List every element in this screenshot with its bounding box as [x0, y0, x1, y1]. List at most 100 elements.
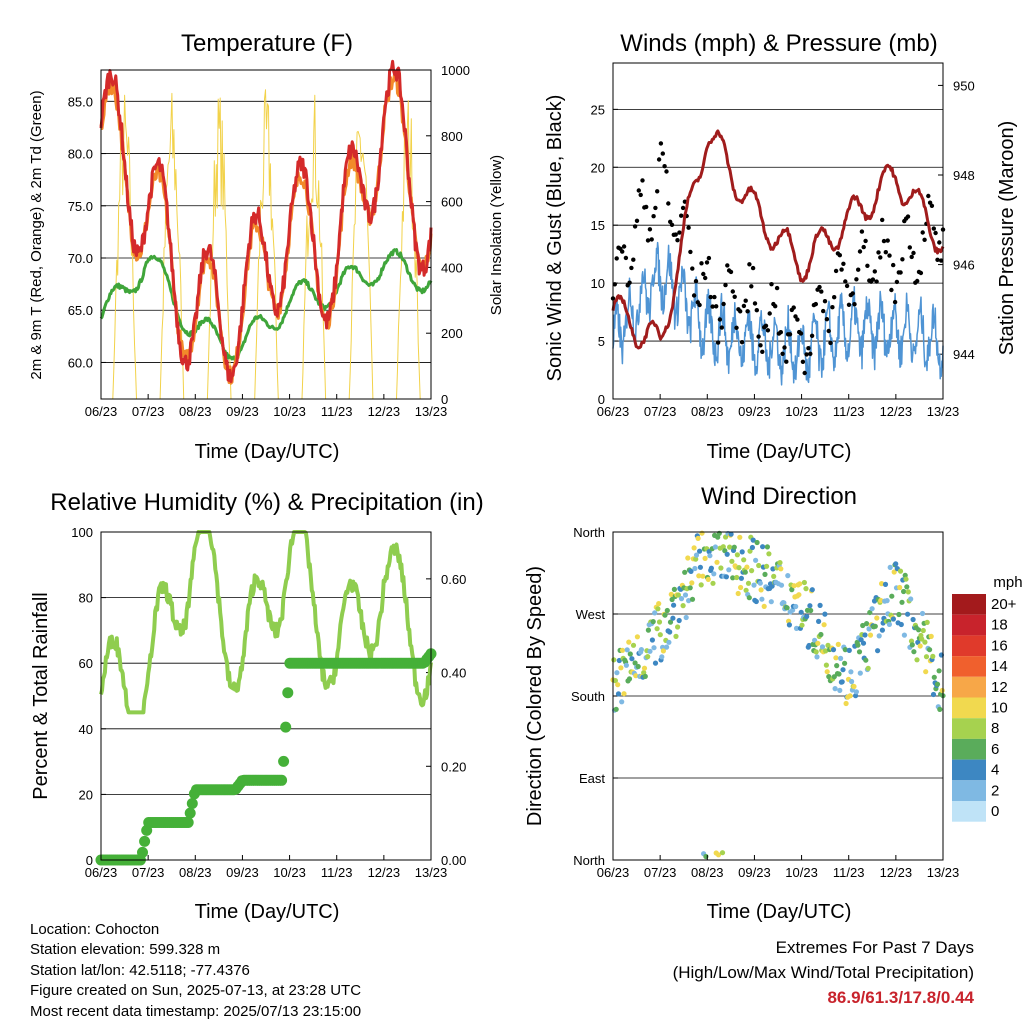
x-tick-label: 12/23 [880, 865, 913, 880]
direction-point [815, 640, 821, 646]
gust-point [723, 282, 728, 288]
direction-point [715, 534, 721, 540]
station-elevation: Station elevation: 599.328 m [30, 941, 221, 959]
direction-point [905, 611, 911, 617]
gust-point [872, 269, 877, 274]
legend-label: 0 [991, 803, 999, 820]
direction-point [651, 645, 657, 651]
station-latlon: Station lat/lon: 42.5118; -77.4376 [30, 961, 250, 979]
x-tick-label: 08/23 [691, 404, 724, 419]
gust-point [813, 301, 818, 307]
gust-point [741, 303, 747, 309]
legend-swatch [952, 801, 986, 822]
direction-point [695, 535, 701, 542]
gust-point [821, 308, 826, 314]
direction-point [664, 607, 670, 614]
direction-point [736, 565, 742, 571]
gust-point [664, 169, 669, 174]
direction-point [922, 639, 928, 645]
gust-point [763, 323, 769, 328]
gust-point [669, 222, 675, 227]
plot-frame [100, 69, 432, 400]
gust-point [653, 205, 658, 211]
x-tick-label: 09/23 [738, 865, 771, 880]
direction-point [621, 691, 627, 697]
direction-point [739, 549, 745, 555]
gust-point [738, 309, 743, 314]
gust-point [634, 218, 640, 223]
gust-point [778, 330, 783, 335]
direction-point [790, 607, 796, 613]
gust-point [638, 192, 643, 198]
direction-point [919, 636, 925, 642]
legend-swatch [952, 656, 986, 677]
x-tick-label: 10/23 [273, 404, 306, 419]
direction-point [884, 598, 890, 604]
direction-point [793, 625, 800, 632]
direction-point [629, 656, 635, 662]
gust-point [701, 271, 706, 277]
y-tick-label: 80 [79, 591, 93, 606]
direction-point [734, 574, 740, 581]
direction-point [855, 642, 861, 648]
gust-point [865, 263, 870, 268]
x-tick-label: 10/23 [785, 865, 818, 880]
y-tick-label: 25 [591, 102, 605, 117]
direction-point [893, 561, 899, 567]
direction-point [846, 647, 852, 654]
gust-point [929, 203, 935, 208]
gust-point [795, 317, 800, 322]
direction-point [824, 669, 830, 675]
direction-point [650, 619, 656, 625]
direction-point [879, 627, 886, 633]
direction-point [700, 573, 706, 579]
temperature-panel: Temperature (F) Time (Day/UTC) 2m & 9m T… [28, 30, 505, 463]
x-tick-label: 06/23 [597, 865, 630, 880]
direction-point [835, 641, 841, 648]
direction-point [804, 613, 810, 620]
direction-point [905, 589, 911, 595]
legend-title: mph [993, 574, 1022, 591]
direction-point [712, 544, 719, 550]
y-tick-label: 0 [598, 392, 605, 407]
direction-point [914, 657, 920, 663]
direction-point [723, 574, 730, 580]
winds-y-label: Sonic Wind & Gust (Blue, Black) [544, 95, 566, 382]
direction-point [867, 609, 873, 616]
direction-point [635, 663, 641, 670]
gust-point [774, 285, 780, 291]
gust-point [614, 256, 619, 261]
station-info: Location: Cohocton Station elevation: 59… [30, 920, 361, 1022]
direction-point [738, 575, 745, 581]
gust-point [632, 224, 638, 229]
direction-point [831, 674, 837, 680]
gust-point [655, 189, 660, 194]
gust-point [817, 284, 822, 290]
direction-point [630, 642, 637, 648]
direction-point [708, 565, 715, 571]
direction-point [863, 657, 869, 663]
precip-point [276, 774, 288, 786]
gust-point [876, 250, 881, 255]
gust-point [887, 253, 892, 258]
gust-point [828, 340, 833, 346]
y-tick-label: 15 [591, 218, 605, 233]
legend-label: 14 [991, 658, 1008, 675]
direction-point [903, 576, 909, 582]
direction-point [876, 633, 882, 639]
direction-point [749, 568, 755, 574]
gust-point [623, 255, 629, 261]
gust-point [728, 269, 734, 275]
direction-point [777, 560, 783, 566]
gust-point [784, 359, 789, 364]
direction-point [720, 544, 726, 550]
direction-point [627, 651, 633, 657]
direction-point [851, 683, 857, 690]
gust-point [832, 295, 837, 300]
gust-point [717, 317, 723, 322]
direction-point [645, 654, 651, 660]
x-tick-label: 13/23 [927, 865, 960, 880]
direction-point [937, 706, 943, 713]
direction-point [803, 586, 809, 592]
direction-point [882, 581, 889, 588]
